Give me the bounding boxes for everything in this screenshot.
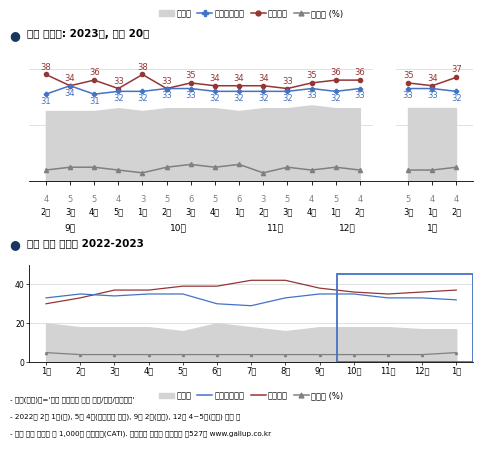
Text: 4: 4: [454, 195, 459, 204]
Text: 38: 38: [137, 63, 148, 72]
Text: 5주: 5주: [113, 207, 124, 217]
Text: 5: 5: [92, 195, 97, 204]
Text: 2주: 2주: [41, 207, 51, 217]
Text: 5: 5: [406, 195, 411, 204]
Text: 33: 33: [427, 92, 438, 101]
Text: 32: 32: [234, 94, 244, 103]
Text: 36: 36: [89, 68, 99, 77]
Text: 5: 5: [333, 195, 338, 204]
Text: 1월: 1월: [426, 223, 438, 232]
Text: 10월: 10월: [170, 223, 187, 232]
Text: 5: 5: [285, 195, 290, 204]
Legend: 無黨층, 더불어민주당, 국민의힘, 정의당 (%): 無黨층, 더불어민주당, 국민의힘, 정의당 (%): [156, 388, 347, 404]
Text: 33: 33: [306, 92, 317, 101]
Text: 1주: 1주: [330, 207, 341, 217]
Text: 3: 3: [140, 195, 145, 204]
Text: 2주: 2주: [451, 207, 462, 217]
Text: 33: 33: [185, 92, 196, 101]
Text: 4: 4: [357, 195, 362, 204]
Text: 33: 33: [161, 77, 172, 86]
Text: 32: 32: [451, 94, 462, 103]
Text: 31: 31: [41, 97, 51, 106]
Text: 32: 32: [210, 94, 220, 103]
Text: 33: 33: [355, 92, 365, 101]
Text: 4주: 4주: [210, 207, 220, 217]
Text: 34: 34: [65, 88, 75, 97]
Text: 3: 3: [260, 195, 266, 204]
Text: 33: 33: [282, 77, 293, 86]
Text: 5: 5: [213, 195, 217, 204]
Text: 4: 4: [43, 195, 48, 204]
Text: 35: 35: [185, 71, 196, 80]
Text: 11월: 11월: [267, 223, 284, 232]
Text: 32: 32: [258, 94, 269, 103]
Text: 4: 4: [430, 195, 435, 204]
Text: 6: 6: [188, 195, 194, 204]
Bar: [373, 41, 395, 181]
Text: 5: 5: [68, 195, 72, 204]
Text: 2주: 2주: [161, 207, 172, 217]
Text: 34: 34: [234, 74, 244, 83]
Text: 3주: 3주: [65, 207, 75, 217]
Text: 12월: 12월: [340, 223, 356, 232]
Text: 37: 37: [451, 66, 462, 74]
Text: 35: 35: [403, 71, 413, 80]
Text: 1주: 1주: [427, 207, 438, 217]
Text: 33: 33: [403, 92, 413, 101]
Text: 2주: 2주: [258, 207, 269, 217]
Text: 34: 34: [65, 74, 75, 83]
Text: - 2022년 2월 1주(설), 5월 4주(지방선거 직전), 9월 2주(추석), 12월 4~5주(연말) 조사 쉬: - 2022년 2월 1주(설), 5월 4주(지방선거 직전), 9월 2주(…: [10, 414, 240, 420]
Text: 1주: 1주: [137, 207, 148, 217]
Legend: 無黨층, 더불어민주당, 국민의힘, 정의당 (%): 無黨층, 더불어민주당, 국민의힘, 정의당 (%): [156, 5, 347, 21]
Text: 5: 5: [164, 195, 169, 204]
Text: 38: 38: [41, 63, 51, 72]
Text: 32: 32: [330, 94, 341, 103]
Text: - 매주 전국 유권자 약 1,000명 전화조사(CATI). 한국갤럽 데일리 오피니언 제527호 www.gallup.co.kr: - 매주 전국 유권자 약 1,000명 전화조사(CATI). 한국갤럽 데일…: [10, 431, 271, 438]
Text: 35: 35: [306, 71, 317, 80]
Text: 36: 36: [330, 68, 341, 77]
Text: 3주: 3주: [403, 207, 413, 217]
Text: 32: 32: [137, 94, 148, 103]
Text: 34: 34: [258, 74, 269, 83]
Text: ●: ●: [10, 29, 21, 43]
Text: - 무당(無默)켜='현재 지지하는 정당 없음/모름/응답거절': - 무당(無默)켜='현재 지지하는 정당 없음/모름/응답거절': [10, 396, 134, 403]
Text: 31: 31: [89, 97, 99, 106]
Text: 36: 36: [355, 68, 365, 77]
Text: 32: 32: [113, 94, 124, 103]
Text: 4: 4: [116, 195, 121, 204]
Text: 4주: 4주: [306, 207, 317, 217]
Text: 3주: 3주: [282, 207, 293, 217]
Text: 정당 지지도: 2023년, 최근 20주: 정당 지지도: 2023년, 최근 20주: [27, 29, 149, 39]
Text: 34: 34: [427, 74, 438, 83]
Text: 2주: 2주: [355, 207, 365, 217]
Text: 34: 34: [210, 74, 220, 83]
Text: 6: 6: [236, 195, 242, 204]
Text: 1주: 1주: [234, 207, 244, 217]
Text: 4주: 4주: [89, 207, 99, 217]
Text: 4: 4: [309, 195, 314, 204]
Text: ●: ●: [10, 238, 21, 251]
Text: 33: 33: [113, 77, 124, 86]
Text: 9월: 9월: [64, 223, 76, 232]
Text: 3주: 3주: [185, 207, 196, 217]
Text: 32: 32: [282, 94, 293, 103]
Text: 33: 33: [161, 92, 172, 101]
Text: 주요 정당 지지도 2022-2023: 주요 정당 지지도 2022-2023: [27, 238, 143, 248]
